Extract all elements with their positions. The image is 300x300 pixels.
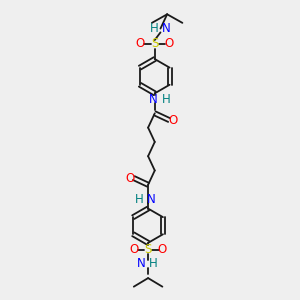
Text: O: O [125, 172, 135, 184]
Text: S: S [144, 243, 152, 256]
Text: N: N [149, 92, 158, 106]
Text: S: S [151, 37, 158, 50]
Text: O: O [158, 243, 167, 256]
Text: H: H [150, 22, 159, 35]
Text: N: N [147, 193, 156, 206]
Text: O: O [136, 37, 145, 50]
Text: O: O [168, 113, 178, 127]
Text: H: H [149, 257, 158, 270]
Text: N: N [161, 22, 170, 35]
Text: O: O [129, 243, 138, 256]
Text: N: N [136, 257, 145, 270]
Text: H: H [161, 92, 170, 106]
Text: O: O [164, 37, 174, 50]
Text: H: H [135, 193, 143, 206]
